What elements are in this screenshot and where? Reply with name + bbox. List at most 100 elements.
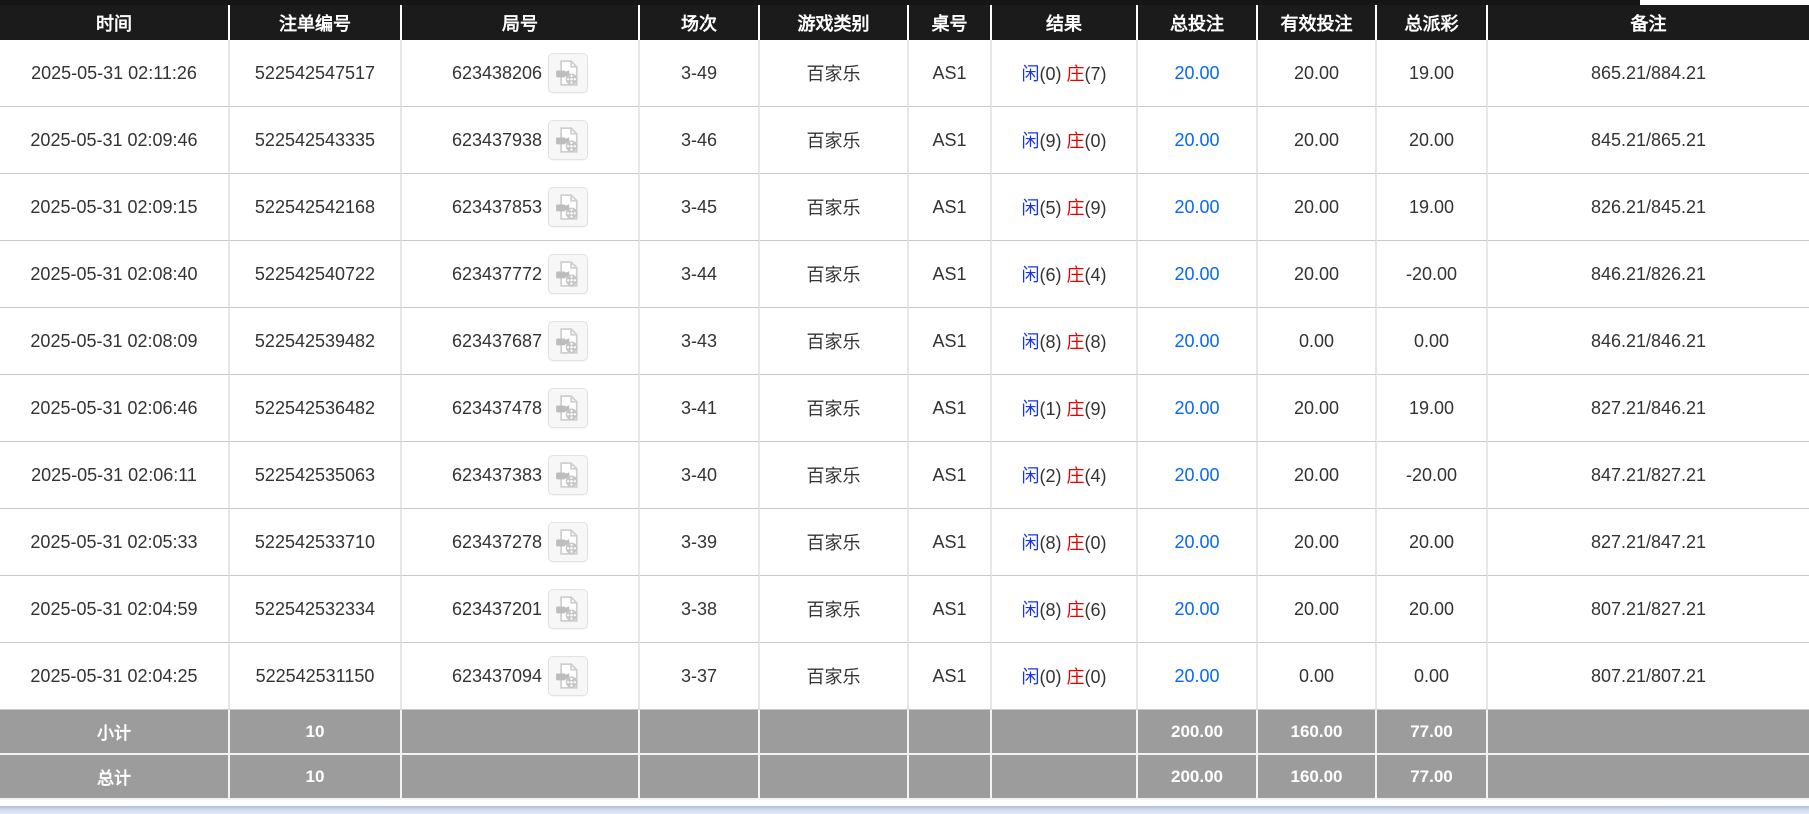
result-banker-label: 庄 [1066, 399, 1085, 419]
cell-payout: 19.00 [1377, 174, 1488, 241]
cell-time: 2025-05-31 02:04:59 [0, 576, 230, 643]
cell-result: 闲(2) 庄(4) [992, 442, 1138, 509]
bottom-scrollbar[interactable] [0, 806, 1809, 814]
cell-valid-bet: 20.00 [1258, 375, 1377, 442]
cell-total-bet: 20.00 [1138, 107, 1258, 174]
total-bet-link[interactable]: 20.00 [1174, 196, 1220, 217]
cell-time: 2025-05-31 02:08:40 [0, 241, 230, 308]
cell-payout: 20.00 [1377, 107, 1488, 174]
cell-result: 闲(5) 庄(9) [992, 174, 1138, 241]
video-file-icon [556, 60, 578, 86]
cell-remark: 827.21/847.21 [1488, 509, 1809, 576]
result-player-label: 闲 [1021, 600, 1040, 620]
video-replay-button[interactable] [548, 589, 589, 629]
cell-game-type: 百家乐 [760, 241, 909, 308]
result-player-value: (9) [1039, 131, 1062, 151]
subtotal-count: 10 [230, 710, 402, 755]
cell-valid-bet: 20.00 [1258, 509, 1377, 576]
cell-result: 闲(0) 庄(7) [992, 40, 1138, 107]
result-player-value: (6) [1039, 265, 1062, 285]
cell-session: 3-41 [640, 375, 760, 442]
cell-total-bet: 20.00 [1138, 509, 1258, 576]
cell-session: 3-40 [640, 442, 760, 509]
round-number: 623437687 [451, 330, 543, 351]
total-bet-link[interactable]: 20.00 [1174, 464, 1220, 485]
cell-total-bet: 20.00 [1138, 308, 1258, 375]
cell-total-bet: 20.00 [1138, 174, 1258, 241]
result-player-value: (5) [1039, 198, 1062, 218]
cell-total-bet: 20.00 [1138, 375, 1258, 442]
result-player-label: 闲 [1021, 533, 1040, 553]
video-file-icon [556, 328, 578, 354]
bet-record-row: 2025-05-31 02:05:33 522542533710 6234372… [0, 509, 1809, 576]
cell-payout: 0.00 [1377, 643, 1488, 710]
header-row: 时间 注单编号 局号 场次 游戏类别 桌号 结果 总投注 有效投注 总派彩 备注 [0, 5, 1809, 40]
cell-game-type: 百家乐 [760, 174, 909, 241]
result-banker-label: 庄 [1066, 533, 1085, 553]
result-player-label: 闲 [1021, 131, 1040, 151]
result-banker-value: (0) [1084, 667, 1107, 687]
result-banker-label: 庄 [1066, 265, 1085, 285]
cell-total-bet: 20.00 [1138, 40, 1258, 107]
video-file-icon [556, 529, 578, 555]
video-replay-button[interactable] [548, 522, 589, 562]
total-bet-link[interactable]: 20.00 [1174, 330, 1220, 351]
cell-game-type: 百家乐 [760, 442, 909, 509]
cell-valid-bet: 0.00 [1258, 643, 1377, 710]
round-number: 623437478 [451, 397, 543, 418]
cell-round-no: 623437278 [402, 509, 640, 576]
bet-record-row: 2025-05-31 02:06:46 522542536482 6234374… [0, 375, 1809, 442]
round-number: 623437201 [451, 598, 543, 619]
result-player-value: (1) [1039, 399, 1062, 419]
total-bet-link[interactable]: 20.00 [1174, 129, 1220, 150]
total-bet-link[interactable]: 20.00 [1174, 62, 1220, 83]
cell-valid-bet: 20.00 [1258, 241, 1377, 308]
cell-game-type: 百家乐 [760, 375, 909, 442]
video-file-icon [556, 127, 578, 153]
cell-round-no: 623437478 [402, 375, 640, 442]
video-file-icon [556, 663, 578, 689]
total-bet-link[interactable]: 20.00 [1174, 598, 1220, 619]
cell-remark: 807.21/827.21 [1488, 576, 1809, 643]
grand-total-payout: 77.00 [1377, 755, 1488, 800]
result-player-value: (0) [1039, 667, 1062, 687]
total-bet-link[interactable]: 20.00 [1174, 531, 1220, 552]
cell-remark: 846.21/826.21 [1488, 241, 1809, 308]
video-replay-button[interactable] [548, 455, 589, 495]
table-body: 2025-05-31 02:11:26 522542547517 6234382… [0, 40, 1809, 710]
cell-table-no: AS1 [909, 576, 992, 643]
cell-result: 闲(6) 庄(4) [992, 241, 1138, 308]
cell-remark: 826.21/845.21 [1488, 174, 1809, 241]
video-replay-button[interactable] [548, 388, 589, 428]
cell-round-no: 623438206 [402, 40, 640, 107]
video-file-icon [556, 395, 578, 421]
col-header-round-no: 局号 [402, 5, 640, 40]
video-replay-button[interactable] [548, 254, 589, 294]
col-header-session: 场次 [640, 5, 760, 40]
grand-total-row: 总计 10 200.00 160.00 77.00 [0, 755, 1809, 800]
total-bet-link[interactable]: 20.00 [1174, 263, 1220, 284]
cell-table-no: AS1 [909, 174, 992, 241]
cell-table-no: AS1 [909, 442, 992, 509]
video-file-icon [556, 596, 578, 622]
video-replay-button[interactable] [548, 53, 589, 93]
video-replay-button[interactable] [548, 656, 589, 696]
result-banker-label: 庄 [1066, 131, 1085, 151]
total-bet-link[interactable]: 20.00 [1174, 397, 1220, 418]
bet-record-row: 2025-05-31 02:04:25 522542531150 6234370… [0, 643, 1809, 710]
col-header-table-no: 桌号 [909, 5, 992, 40]
cell-session: 3-43 [640, 308, 760, 375]
cell-game-type: 百家乐 [760, 40, 909, 107]
cell-table-no: AS1 [909, 107, 992, 174]
video-replay-button[interactable] [548, 187, 589, 227]
video-replay-button[interactable] [548, 321, 589, 361]
cell-session: 3-39 [640, 509, 760, 576]
cell-time: 2025-05-31 02:08:09 [0, 308, 230, 375]
cell-session: 3-45 [640, 174, 760, 241]
video-replay-button[interactable] [548, 120, 589, 160]
result-player-value: (8) [1039, 600, 1062, 620]
total-bet-link[interactable]: 20.00 [1174, 665, 1220, 686]
cell-bet-no: 522542532334 [230, 576, 402, 643]
result-player-label: 闲 [1021, 198, 1040, 218]
